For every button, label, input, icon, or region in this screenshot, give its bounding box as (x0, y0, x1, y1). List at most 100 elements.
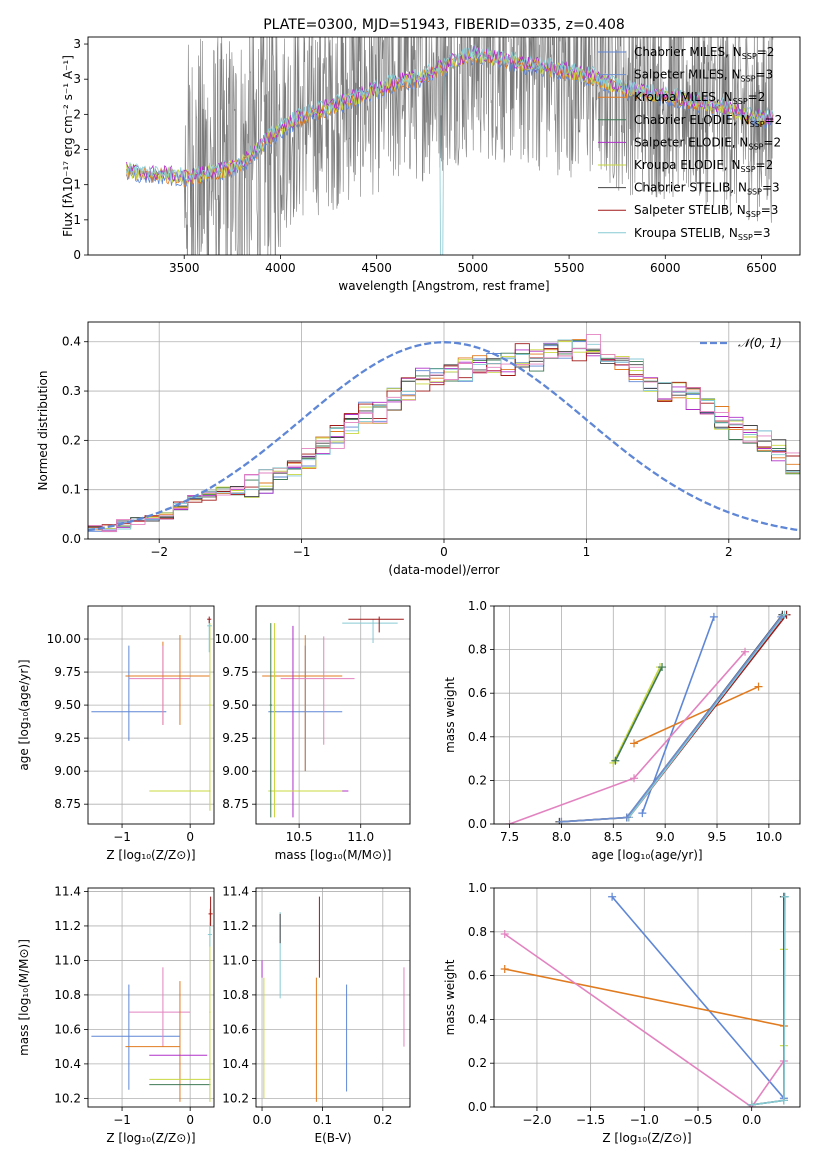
grid-layer (256, 888, 410, 1107)
series-chabrier_elodie (611, 663, 667, 765)
x-tick-label: 0.0 (742, 1113, 761, 1127)
series-kroupa_miles (500, 965, 788, 1030)
x-tick-label: 5000 (458, 261, 489, 275)
x-tick-label: −1.0 (630, 1113, 659, 1127)
series-point (779, 1096, 788, 1105)
x-tick-label: 0.2 (373, 1113, 392, 1127)
y-axis-label: Flux [fλ10⁻¹⁷ erg cm⁻² s⁻¹ A⁻¹] (61, 55, 75, 237)
x-tick-label: 8.5 (604, 830, 623, 844)
axes-layer: 10.5 11.0 8.75 9.00 9.25 9.50 9.75 10.00 mass [l… (215, 605, 411, 862)
y-tick-label: 0.0 (468, 817, 487, 831)
errorbar-kroupa_miles (262, 635, 343, 772)
series-line (559, 614, 784, 823)
series-line (504, 968, 785, 1027)
residual-histogram-kroupa_stelib (88, 339, 800, 533)
y-tick-label: 10.6 (54, 1022, 81, 1036)
series-point (777, 612, 786, 621)
series-point (557, 817, 566, 824)
series-point (608, 892, 617, 901)
plot-area (500, 892, 789, 1107)
legend: Chabrier MILES, NSSP=2 Salpeter MILES, NS… (598, 45, 782, 242)
errorbar-chabrier_miles (91, 645, 167, 741)
y-tick-label: 2 (73, 107, 81, 121)
x-tick-label: −2.0 (522, 1113, 551, 1127)
y-tick-label: 2 (73, 143, 81, 157)
y-tick-label: 0.4 (62, 335, 81, 349)
series-point (622, 813, 631, 822)
y-axis-label: mass [log₁₀(M/M⊙)] (17, 939, 31, 1056)
legend-entry: Kroupa MILES, NSSP=2 (634, 90, 765, 106)
normal-distribution-curve (88, 341, 798, 532)
plot-area (262, 616, 404, 818)
model-spectrum-kroupa_stelib (126, 44, 774, 255)
series-chabrier_miles (638, 612, 718, 818)
series-point (780, 892, 789, 901)
legend-entry: Salpeter MILES, NSSP=3 (634, 68, 773, 84)
series-chabrier_stelib (747, 892, 788, 1107)
y-tick-label: 10.8 (54, 988, 81, 1002)
axes-layer: 3500 4000 4500 5000 5500 6000 6500 0 1 1 2 2 3 3 wavel… (61, 17, 801, 293)
y-tick-label: 10.00 (215, 632, 249, 646)
y-tick-label: 9.25 (54, 731, 81, 745)
grid-layer (88, 888, 214, 1107)
series-line (641, 616, 715, 814)
series-point (611, 756, 620, 765)
residual-histogram-chabrier_elodie (88, 340, 800, 532)
y-tick-label: 0.8 (468, 925, 487, 939)
errorbar-kroupa_stelib (342, 619, 398, 643)
errorbar-salpeter_stelib (208, 896, 213, 926)
axes-frame (493, 887, 801, 1108)
mass-weight-vs-age-panel: 7.5 8.0 8.5 9.0 9.5 10.0 0.0 0.2 0.4 0.6 0.8 1.0 age… (443, 599, 801, 862)
axes-layer: 0.0 0.1 0.2 10.2 10.4 10.6 10.8 11.0 11.2 11.4 E(B… (222, 884, 411, 1145)
y-tick-label: 8.75 (222, 797, 249, 811)
series-salpeter_miles (557, 612, 786, 824)
series-line (561, 614, 786, 823)
x-tick-label: 2 (725, 545, 733, 559)
y-tick-label: 3 (73, 72, 81, 86)
series-point (754, 682, 763, 691)
errorbar-salpeter_stelib (207, 616, 212, 624)
y-tick-label: 0.0 (468, 1100, 487, 1114)
x-tick-label: 0.1 (313, 1113, 332, 1127)
legend-entry: Salpeter STELIB, NSSP=3 (634, 203, 778, 219)
plot-area (261, 896, 405, 1102)
x-tick-label: 6000 (650, 261, 681, 275)
y-tick-label: 10.8 (222, 988, 249, 1002)
x-tick-label: −1 (113, 830, 131, 844)
series-kroupa_stelib (747, 892, 789, 1107)
errorbar-kroupa_miles (125, 641, 210, 725)
y-tick-label: 10.6 (222, 1022, 249, 1036)
mass-weight-vs-metallicity-panel: −2.0 −1.5 −1.0 −0.5 0.0 0.0 0.2 0.4 0.6 0.8 1.0 Z [… (443, 881, 801, 1145)
errorbar-chabrier_elodie (269, 623, 273, 818)
age-vs-metallicity-panel: −1 0 8.75 9.00 9.25 9.50 9.75 10.00 Z [log₁₀(Z/Z… (17, 605, 215, 862)
axes-layer: −1 0 10.2 10.4 10.6 10.8 11.0 11.2 11.4 Z [log₁₀(… (17, 884, 215, 1145)
errorbar-salpeter_elodie (274, 625, 349, 818)
x-tick-label: 6500 (746, 261, 777, 275)
y-tick-label: 9.75 (54, 665, 81, 679)
observed-spectrum (126, 37, 774, 255)
residual-histogram-chabrier_miles (88, 340, 800, 532)
x-tick-label: −2 (150, 545, 168, 559)
y-tick-label: 0.6 (468, 686, 487, 700)
y-tick-label: 3 (73, 37, 81, 51)
y-tick-label: 8.75 (54, 797, 81, 811)
x-tick-label: −1.5 (576, 1113, 605, 1127)
y-tick-label: 0.6 (468, 969, 487, 983)
series-chabrier_miles (608, 892, 788, 1103)
axes-layer: −1 0 8.75 9.00 9.25 9.50 9.75 10.00 Z [log₁₀(Z/Z… (17, 605, 215, 862)
grid-layer (88, 322, 800, 540)
y-tick-label: 9.00 (54, 764, 81, 778)
residual-histogram-pink (88, 333, 800, 532)
y-tick-label: 10.4 (222, 1057, 249, 1071)
y-tick-label: 1.0 (468, 881, 487, 895)
axes-frame (87, 36, 801, 256)
age-vs-mass-panel: 10.5 11.0 8.75 9.00 9.25 9.50 9.75 10.00 mass [l… (215, 605, 411, 862)
chart-title: PLATE=0300, MJD=51943, FIBERID=0335, z=0… (263, 17, 625, 33)
residual-histogram-salpeter_stelib (88, 343, 800, 528)
y-tick-label: 9.50 (54, 698, 81, 712)
axes-frame (255, 605, 411, 825)
series-line (633, 685, 759, 745)
y-tick-label: 1 (73, 213, 81, 227)
x-axis-label: Z [log₁₀(Z/Z⊙)] (106, 848, 195, 862)
series-point (709, 612, 718, 621)
